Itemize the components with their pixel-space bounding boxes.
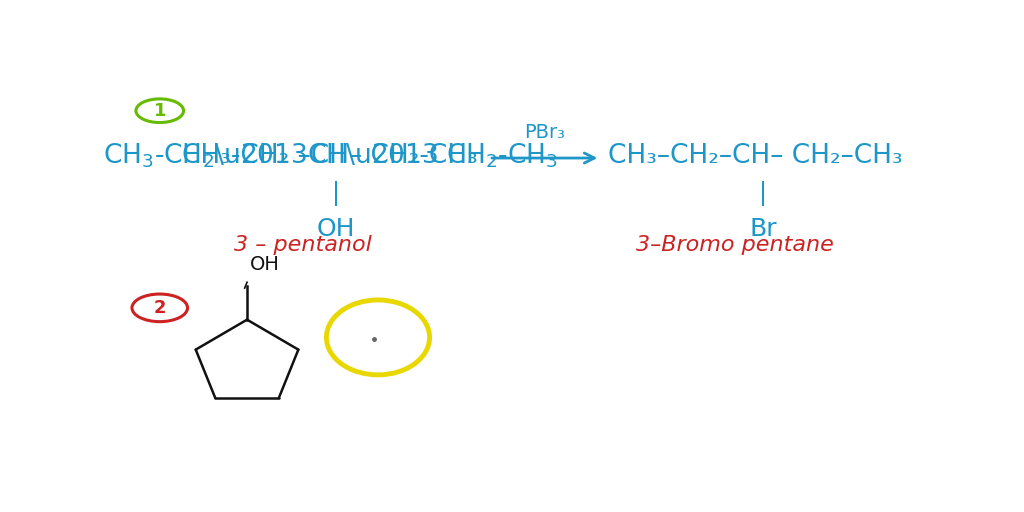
Text: CH₃-CH₂ –CH– CH₂-CH₃: CH₃-CH₂ –CH– CH₂-CH₃ — [182, 143, 478, 169]
Text: 3 – pentanol: 3 – pentanol — [233, 235, 372, 255]
Text: OH: OH — [250, 255, 281, 274]
Text: CH₃–CH₂–CH– CH₂–CH₃: CH₃–CH₂–CH– CH₂–CH₃ — [607, 143, 902, 169]
Text: 3–Bromo pentane: 3–Bromo pentane — [636, 235, 834, 255]
Text: |: | — [759, 181, 767, 206]
Text: CH$_3$-CH$_2$\u2013CH\u2013 CH$_2$-CH$_3$: CH$_3$-CH$_2$\u2013CH\u2013 CH$_2$-CH$_3… — [103, 142, 558, 170]
Text: OH: OH — [316, 217, 355, 241]
Text: 2: 2 — [154, 299, 166, 317]
Text: |: | — [332, 181, 340, 206]
Text: 1: 1 — [154, 102, 166, 120]
Text: PBr₃: PBr₃ — [524, 123, 565, 142]
Text: Br: Br — [750, 217, 776, 241]
